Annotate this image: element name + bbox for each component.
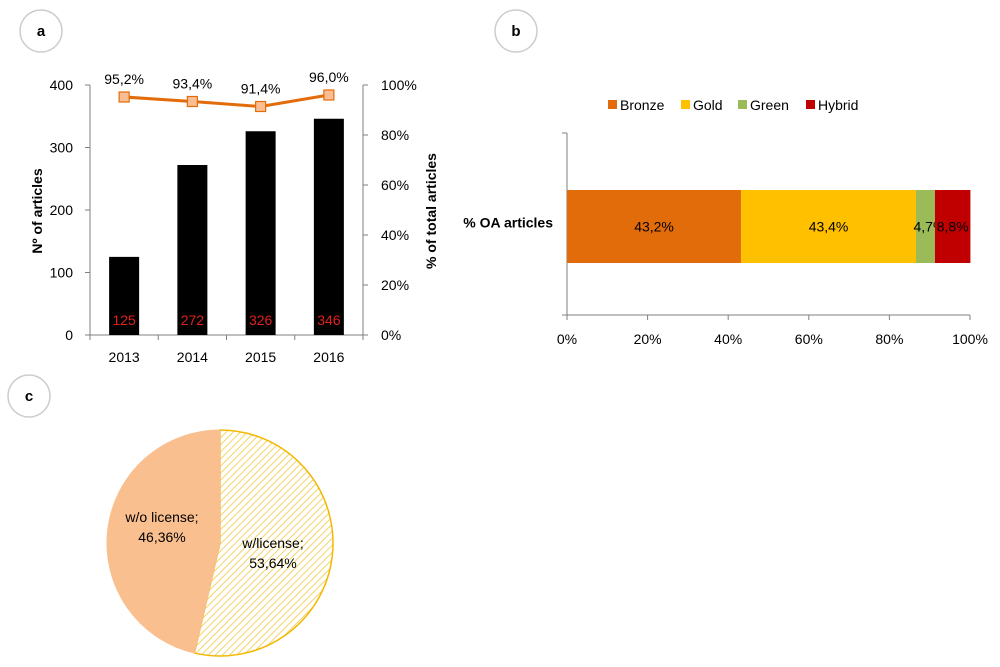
chart-b-legend-swatch xyxy=(608,100,617,109)
chart-a-line-value-label: 95,2% xyxy=(104,71,144,87)
chart-c-slice xyxy=(193,429,334,657)
chart-b-segment-label: 8,8% xyxy=(937,219,969,235)
chart-b-segment-gold xyxy=(741,190,916,263)
chart-a-bar-value-label: 346 xyxy=(317,312,341,328)
chart-b-stacked-bar: 43,2% 43,4% 4,7%8,8% xyxy=(567,190,971,263)
chart-c-slice-label-line2: 46,36% xyxy=(138,529,185,545)
chart-a-line-value-label: 93,4% xyxy=(173,76,213,92)
chart-b-xtick-label: 40% xyxy=(714,331,742,347)
chart-a-bar-value-label: 272 xyxy=(181,312,205,328)
chart-b-segment-hybrid xyxy=(934,190,971,263)
chart-a-ylabel: Nº of articles xyxy=(29,168,45,253)
chart-a-ytick-label: 300 xyxy=(50,140,74,156)
chart-a-y2tick-label: 40% xyxy=(381,227,409,243)
chart-a-bar xyxy=(313,118,344,335)
chart-b-legend-label: Hybrid xyxy=(818,97,858,113)
chart-c-slice-label-line2: 53,64% xyxy=(249,555,296,571)
chart-b-segment-green xyxy=(915,190,935,263)
chart-b-legend-swatch xyxy=(738,100,747,109)
chart-a-y2tick-label: 20% xyxy=(381,277,409,293)
chart-a-line-marker xyxy=(255,100,267,113)
chart-b-legend-swatch xyxy=(681,100,690,109)
chart-a-line-value-label: 91,4% xyxy=(241,81,281,97)
chart-a-xtick-label: 2016 xyxy=(313,349,344,365)
chart-a-bar-value-label: 125 xyxy=(112,312,136,328)
chart-c-license-pie: w/license; 53,64% w/o license; 46,36% xyxy=(106,429,334,657)
chart-b-legend-label: Bronze xyxy=(620,97,665,113)
chart-b-legend-swatch xyxy=(806,100,815,109)
chart-a-ytick-label: 100 xyxy=(50,265,74,281)
chart-a-bars: 125 272 326 346 xyxy=(109,118,344,335)
chart-a-bar xyxy=(109,256,140,335)
chart-b-segment-label: 43,4% xyxy=(809,219,849,235)
chart-a-y2tick-label: 80% xyxy=(381,127,409,143)
panel-label-c-text: c xyxy=(25,388,33,405)
chart-b-legend: Bronze Gold Green Hybrid xyxy=(608,97,858,113)
chart-c-slice-label-line1: w/o license; xyxy=(124,509,198,525)
chart-a-ytick-label: 400 xyxy=(50,77,74,93)
chart-a-y2tick-label: 100% xyxy=(381,77,417,93)
chart-a-line-marker xyxy=(118,91,130,103)
chart-a-xtick-label: 2013 xyxy=(109,349,140,365)
panel-label-a: a xyxy=(19,9,63,53)
chart-a-axes: 0 100 200 300 400 0% 20% 40% 60% 80% 100% 2013 2014 2… xyxy=(50,77,417,365)
chart-b-legend-label: Gold xyxy=(693,97,723,113)
chart-a-y2label: % of total articles xyxy=(423,153,439,269)
chart-b-category-label: % OA articles xyxy=(463,215,553,231)
panel-label-b: b xyxy=(494,9,538,53)
chart-b-xtick-label: 20% xyxy=(634,331,662,347)
chart-a-xtick-label: 2014 xyxy=(177,349,208,365)
chart-a-y2tick-label: 60% xyxy=(381,177,409,193)
panel-label-b-text: b xyxy=(511,23,520,40)
chart-c-slice-label-line1: w/license; xyxy=(241,535,303,551)
chart-a-ytick-label: 0 xyxy=(65,327,73,343)
chart-b-oa-types: Bronze Gold Green Hybrid 0% 20% 40% 60% 80% 100%… xyxy=(463,97,988,347)
chart-a-line-marker xyxy=(186,95,198,108)
chart-a-line-marker xyxy=(323,89,335,101)
chart-a-line xyxy=(124,93,330,109)
chart-a-bar-value-label: 326 xyxy=(249,312,273,328)
chart-a-y2tick-label: 0% xyxy=(381,327,401,343)
chart-a-articles-per-year: 0 100 200 300 400 0% 20% 40% 60% 80% 100% 2013 2014 2… xyxy=(29,69,439,365)
chart-a-line-value-label: 96,0% xyxy=(309,69,349,85)
chart-b-xtick-label: 80% xyxy=(875,331,903,347)
chart-a-bar xyxy=(245,131,276,335)
chart-b-xtick-label: 0% xyxy=(557,331,577,347)
chart-b-segment-bronze xyxy=(567,190,742,263)
panel-label-a-text: a xyxy=(37,23,46,40)
chart-b-xtick-label: 100% xyxy=(952,331,988,347)
chart-b-xtick-label: 60% xyxy=(795,331,823,347)
chart-a-line-series: 95,2% 93,4% 91,4% 96,0% xyxy=(104,69,349,113)
panel-label-c: c xyxy=(7,374,51,418)
chart-a-xtick-label: 2015 xyxy=(245,349,276,365)
chart-b-axes: 0% 20% 40% 60% 80% 100% % OA articles xyxy=(463,132,988,347)
chart-a-bar xyxy=(177,165,208,335)
chart-b-legend-label: Green xyxy=(750,97,789,113)
chart-a-ytick-label: 200 xyxy=(50,202,74,218)
chart-c-slice xyxy=(106,429,221,654)
chart-b-segment-label: 43,2% xyxy=(634,219,674,235)
